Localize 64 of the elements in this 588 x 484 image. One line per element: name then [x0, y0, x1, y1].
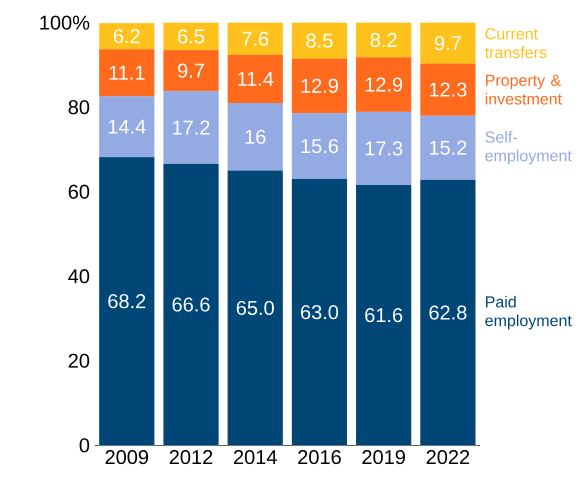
x-tick-label: 2019 — [362, 450, 405, 464]
bar — [356, 112, 412, 185]
bar — [163, 91, 219, 164]
bar — [356, 22, 412, 58]
data-label: 16 — [246, 130, 266, 144]
bar — [99, 96, 154, 158]
bar — [228, 54, 283, 103]
data-label: 9.7 — [434, 36, 461, 50]
bar — [292, 113, 348, 180]
bar — [292, 179, 348, 446]
data-label: 68.2 — [108, 294, 146, 308]
bar — [356, 184, 412, 446]
bar — [420, 180, 476, 446]
series-label: Paid employment — [485, 296, 572, 330]
y-tick-label: 20 — [68, 354, 90, 368]
data-label: 12.9 — [366, 77, 402, 92]
data-label: 11.4 — [238, 72, 274, 86]
bar — [99, 49, 154, 96]
bar — [99, 23, 154, 50]
data-label: 62.8 — [429, 306, 466, 320]
data-label: 6.5 — [178, 29, 204, 44]
y-tick-label: 60 — [68, 184, 90, 199]
series-label: Current transfers — [484, 28, 546, 58]
bar — [356, 57, 412, 112]
data-label: 7.6 — [242, 32, 268, 46]
data-label: 6.2 — [114, 29, 140, 44]
x-tick-label: 2012 — [170, 450, 212, 464]
bar — [163, 164, 219, 446]
y-tick-label: 80 — [68, 100, 90, 114]
bar — [420, 22, 476, 64]
data-label: 11.1 — [110, 66, 145, 80]
bar — [228, 102, 283, 171]
x-tick-label: 2014 — [234, 450, 277, 464]
series-label: Property & investment — [486, 74, 562, 105]
x-tick-label: 2022 — [426, 450, 470, 464]
y-tick-label: 0 — [80, 438, 90, 452]
bar — [420, 116, 476, 180]
series-label: Self-employment — [485, 130, 572, 165]
bar — [99, 157, 154, 446]
data-label: 17.3 — [366, 141, 402, 156]
data-label: 17.2 — [173, 120, 210, 134]
data-label: 12.9 — [302, 78, 338, 93]
bar — [292, 22, 348, 59]
data-label: 8.5 — [306, 34, 333, 48]
data-label: 65.0 — [236, 300, 274, 316]
data-label: 14.4 — [108, 120, 146, 134]
data-label: 66.6 — [172, 297, 210, 312]
data-label: 8.2 — [370, 32, 397, 48]
y-tick-label: 100% — [40, 16, 90, 30]
bar — [420, 64, 476, 116]
y-tick-label: 40 — [68, 269, 90, 284]
x-tick-label: 2009 — [106, 450, 148, 464]
bar — [228, 22, 283, 55]
data-label: 63.0 — [301, 305, 338, 320]
data-label: 12.3 — [430, 82, 466, 97]
x-tick-label: 2016 — [298, 450, 341, 464]
bar — [163, 50, 219, 92]
data-label: 61.6 — [365, 308, 402, 322]
data-label: 9.7 — [178, 64, 204, 78]
bar — [292, 58, 348, 114]
data-label: 15.6 — [302, 138, 338, 154]
bar — [163, 22, 219, 50]
data-label: 15.2 — [430, 140, 466, 155]
bar — [228, 170, 283, 446]
